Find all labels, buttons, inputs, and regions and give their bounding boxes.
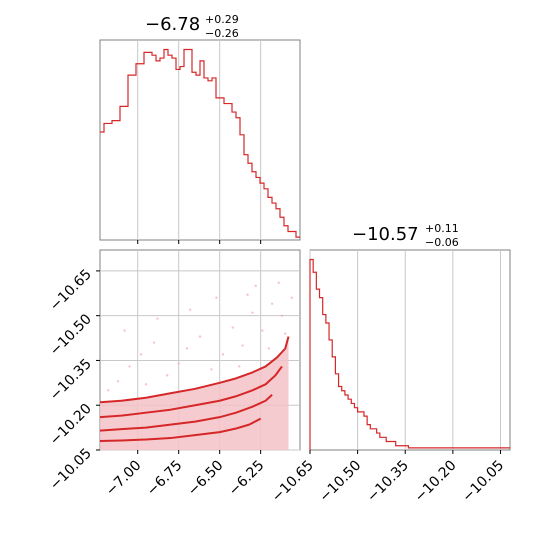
scatter-point (166, 374, 169, 377)
title-2-median: −10.57 (352, 224, 419, 245)
x-tick-label-right: −10.65 (269, 458, 317, 506)
hist-param-1-panel: −6.78 +0.29 −0.26 (99, 13, 301, 244)
scatter-point (254, 284, 257, 288)
scatter-point (251, 311, 254, 314)
hist-param-1-step (100, 48, 300, 238)
hist-param-2-title: −10.57 +0.11 −0.06 (352, 222, 459, 249)
scatter-point (210, 368, 213, 371)
scatter-point (215, 296, 218, 299)
x-tick-label-left: −6.75 (144, 458, 186, 500)
scatter-point (177, 362, 180, 365)
y-tick-label-left: −10.05 (47, 446, 95, 494)
hist-param-1-title: −6.78 +0.29 −0.26 (145, 13, 239, 40)
scatter-point (290, 296, 294, 299)
title-1-minus: −0.26 (205, 27, 239, 40)
scatter-point (188, 308, 192, 311)
title-2-minus: −0.06 (425, 236, 459, 249)
hist-param-2-panel: −10.65 −10.50 −10.35 −10.20 −10.05 −10.57 +0… (269, 222, 511, 506)
scatter-point (139, 353, 143, 356)
scatter-point (231, 326, 234, 329)
x-tick-label-right: −10.20 (412, 458, 460, 506)
scatter-point (270, 302, 274, 305)
hist-param-2-step (309, 258, 510, 450)
x-tick-label-left: −6.25 (226, 458, 268, 500)
scatter-point (152, 341, 156, 344)
contour-param-1-2-panel: −7.00 −6.75 −6.50 −6.25 −10.05−10.20−10.35−… (47, 249, 301, 500)
scatter-point (128, 365, 131, 368)
scatter-point (106, 389, 110, 392)
title-1-plus: +0.29 (205, 13, 239, 26)
scatter-point (277, 281, 280, 285)
scatter-point (261, 329, 264, 332)
x-tick-label-right: −10.50 (316, 458, 364, 506)
scatter-point (185, 347, 189, 350)
title-2-plus: +0.11 (425, 222, 459, 235)
scatter-point (246, 293, 249, 296)
x-tick-label-right: −10.05 (459, 458, 507, 506)
contour-level-line (100, 394, 273, 432)
y-tick-label-left: −10.35 (47, 356, 95, 404)
y-tick-label-left: −10.50 (47, 311, 95, 359)
scatter-point (267, 347, 271, 350)
contour-level-line (100, 336, 290, 404)
scatter-point (241, 344, 244, 347)
scatter-point (156, 317, 159, 320)
contour-fill-region (100, 336, 289, 450)
hist-param-2-frame (309, 249, 511, 451)
x-tick-label-left: −6.50 (185, 458, 227, 500)
scatter-point (198, 335, 202, 338)
scatter-point (123, 329, 126, 332)
contour-level-line (100, 365, 283, 419)
x-tick-label-right: −10.35 (364, 458, 412, 506)
scatter-point (238, 365, 241, 368)
scatter-point (116, 380, 120, 383)
y-tick-label-left: −10.65 (47, 266, 95, 314)
scatter-point (284, 332, 287, 335)
contour-level-line (100, 417, 262, 443)
scatter-point (221, 353, 225, 356)
scatter-point (144, 383, 148, 386)
y-tick-label-left: −10.20 (47, 401, 95, 449)
x-tick-label-left: −7.00 (103, 458, 145, 500)
title-1-median: −6.78 (145, 14, 200, 35)
scatter-point (280, 314, 284, 317)
